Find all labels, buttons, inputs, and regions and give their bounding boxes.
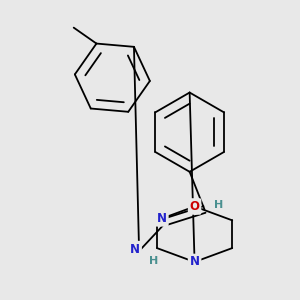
Text: N: N <box>157 212 167 225</box>
Text: N: N <box>130 243 140 256</box>
Text: H: H <box>149 256 158 266</box>
Text: O: O <box>190 200 200 213</box>
Text: H: H <box>214 200 224 211</box>
Text: N: N <box>190 256 200 268</box>
